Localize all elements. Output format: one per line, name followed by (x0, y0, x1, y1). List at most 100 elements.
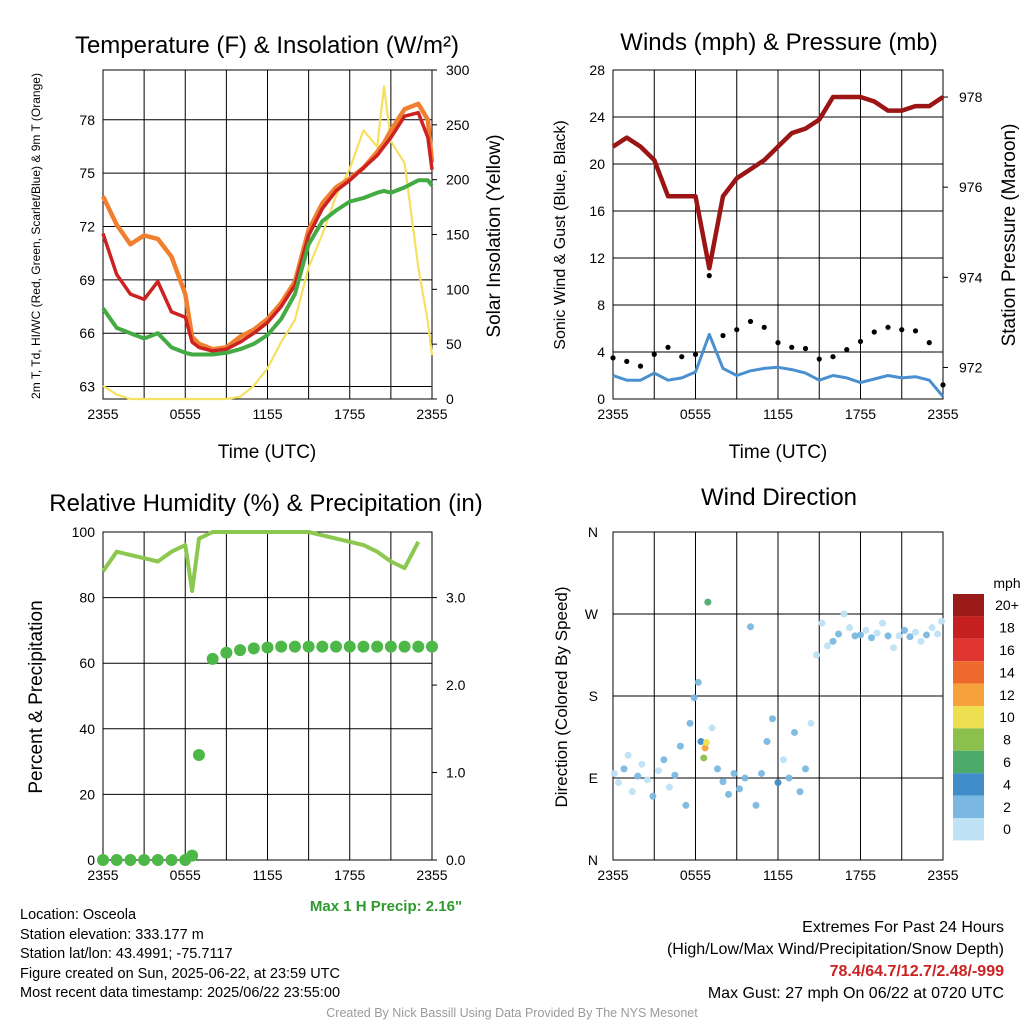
winds-x-tick-label: 2355 (927, 406, 958, 422)
precip-point (343, 640, 356, 653)
gust-point (789, 344, 795, 350)
winds-x-axis-title: Time (UTC) (729, 442, 828, 463)
direction-point (628, 788, 636, 796)
direction-point (796, 788, 804, 796)
humidity-left-axis-title: Percent & Precipitation (26, 600, 47, 793)
precip-point (192, 749, 205, 762)
winds-y-tick-label: 0 (597, 391, 605, 407)
gust-point (940, 382, 946, 388)
legend-swatch (953, 818, 984, 841)
legend-label: 10 (999, 709, 1015, 725)
legend-swatch (953, 728, 984, 751)
precip-point (247, 642, 260, 655)
precip-point (412, 640, 425, 653)
precip-y-tick-label: 3.0 (446, 590, 466, 606)
gust-point (706, 273, 712, 279)
series-line-station-pressure (611, 94, 945, 271)
temperature-x-tick-label: 1155 (252, 406, 282, 422)
series-line-sonic-wind (612, 332, 945, 398)
direction-point (703, 738, 710, 746)
direction-x-tick-label: 1755 (845, 867, 876, 883)
pressure-y-tick-label: 978 (959, 89, 983, 105)
direction-x-tick-label: 1155 (763, 867, 793, 883)
direction-point (763, 738, 771, 746)
series-line-2m-t (101, 110, 434, 353)
direction-point (671, 771, 679, 779)
winds-x-tick-label: 1755 (845, 406, 876, 422)
direction-point (862, 626, 870, 634)
humidity-y-tick-label: 100 (72, 524, 96, 540)
insolation-y-tick-label: 200 (446, 172, 470, 188)
extremes-subheader: (High/Low/Max Wind/Precipitation/Snow De… (666, 941, 1004, 958)
direction-point (697, 738, 705, 746)
legend-label: 6 (1003, 754, 1011, 770)
winds-y-tick-label: 20 (589, 156, 605, 172)
direction-point (824, 642, 831, 650)
temperature-panel-title: Temperature (F) & Insolation (W/m²) (75, 32, 459, 59)
temperature-x-axis-title: Time (UTC) (218, 442, 317, 463)
direction-point (785, 774, 793, 782)
direction-point (818, 619, 826, 627)
direction-point (638, 760, 646, 768)
direction-point (906, 633, 914, 641)
winds-right-axis-title: Station Pressure (Maroon) (999, 124, 1020, 347)
gust-point (734, 327, 740, 333)
precip-y-tick-label: 1.0 (446, 765, 466, 781)
humidity-y-tick-label: 60 (79, 655, 95, 671)
insolation-y-tick-label: 250 (446, 117, 470, 133)
precip-point (206, 652, 219, 665)
wind-direction-panel-title: Wind Direction (701, 484, 857, 511)
temperature-x-tick-label: 2355 (416, 406, 447, 422)
humidity-y-tick-label: 20 (79, 786, 95, 802)
precip-point (138, 854, 151, 866)
legend-swatch (953, 594, 984, 617)
gust-point (844, 347, 850, 353)
figure-created: Figure created on Sun, 2025-06-22, at 23… (20, 965, 340, 982)
precip-point (357, 640, 370, 653)
direction-point (624, 751, 632, 759)
direction-y-tick-label: N (588, 852, 598, 868)
direction-point (700, 754, 708, 762)
direction-x-tick-label: 2355 (927, 867, 958, 883)
gust-point (775, 340, 781, 346)
pressure-y-tick-label: 972 (959, 359, 983, 375)
insolation-y-tick-label: 50 (446, 336, 462, 352)
extremes-values: 78.4/64.7/12.7/2.48/-999 (829, 963, 1004, 980)
direction-point (873, 629, 881, 637)
temperature-panel: Temperature (F) & Insolation (W/m²) 2m T… (29, 32, 505, 463)
direction-point (791, 728, 798, 736)
legend-label: 2 (1003, 799, 1011, 815)
direction-point (690, 694, 698, 702)
direction-point (912, 628, 919, 636)
direction-point (901, 626, 908, 634)
humidity-y-tick-label: 40 (79, 721, 95, 737)
gust-point (679, 354, 685, 360)
gust-point (692, 351, 699, 357)
humidity-y-tick-label: 80 (79, 590, 95, 606)
direction-point (676, 742, 684, 750)
series-line-solar-insolation (102, 85, 434, 401)
legend-label: 4 (1003, 776, 1011, 792)
direction-point (857, 631, 864, 639)
direction-point (884, 632, 892, 640)
speed-legend-title: mph (993, 575, 1020, 591)
direction-y-tick-label: N (588, 524, 598, 540)
legend-swatch (953, 706, 984, 729)
winds-y-tick-label: 16 (589, 203, 605, 219)
max-precip-label: Max 1 H Precip: 2.16" (310, 898, 462, 915)
direction-point (807, 719, 815, 727)
winds-x-tick-label: 1155 (763, 406, 793, 422)
winds-y-tick-label: 24 (589, 109, 605, 125)
gust-point (830, 354, 836, 360)
direction-y-tick-label: W (585, 606, 599, 622)
precip-point (426, 640, 438, 653)
wind-direction-panel: Wind Direction Direction (Colored By Spe… (552, 484, 1021, 883)
insolation-y-tick-label: 150 (446, 227, 470, 243)
direction-point (643, 776, 651, 784)
gust-point (899, 327, 905, 333)
direction-point (620, 765, 628, 773)
legend-label: 20+ (995, 597, 1019, 613)
max-gust: Max Gust: 27 mph On 06/22 at 0720 UTC (707, 985, 1004, 1002)
direction-point (769, 715, 776, 723)
